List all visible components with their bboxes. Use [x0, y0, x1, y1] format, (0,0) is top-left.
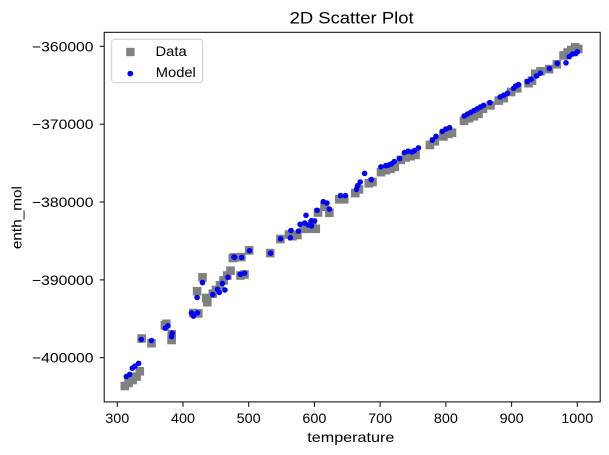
svg-text:enth_mol: enth_mol	[9, 186, 25, 249]
svg-text:−400000: −400000	[32, 350, 94, 366]
svg-text:−360000: −360000	[32, 38, 94, 54]
svg-text:2D Scatter Plot: 2D Scatter Plot	[290, 10, 414, 28]
svg-text:500: 500	[237, 410, 261, 426]
svg-text:400: 400	[171, 410, 195, 426]
svg-text:−390000: −390000	[32, 272, 94, 288]
svg-text:−380000: −380000	[32, 194, 94, 210]
svg-text:300: 300	[105, 410, 129, 426]
svg-text:Model: Model	[156, 64, 196, 80]
svg-text:−370000: −370000	[32, 116, 94, 132]
svg-text:temperature: temperature	[307, 429, 394, 445]
svg-text:900: 900	[500, 410, 524, 426]
svg-text:700: 700	[368, 410, 392, 426]
svg-text:600: 600	[302, 410, 326, 426]
svg-text:1000: 1000	[561, 410, 593, 426]
svg-text:800: 800	[434, 410, 458, 426]
svg-text:Data: Data	[156, 43, 187, 59]
